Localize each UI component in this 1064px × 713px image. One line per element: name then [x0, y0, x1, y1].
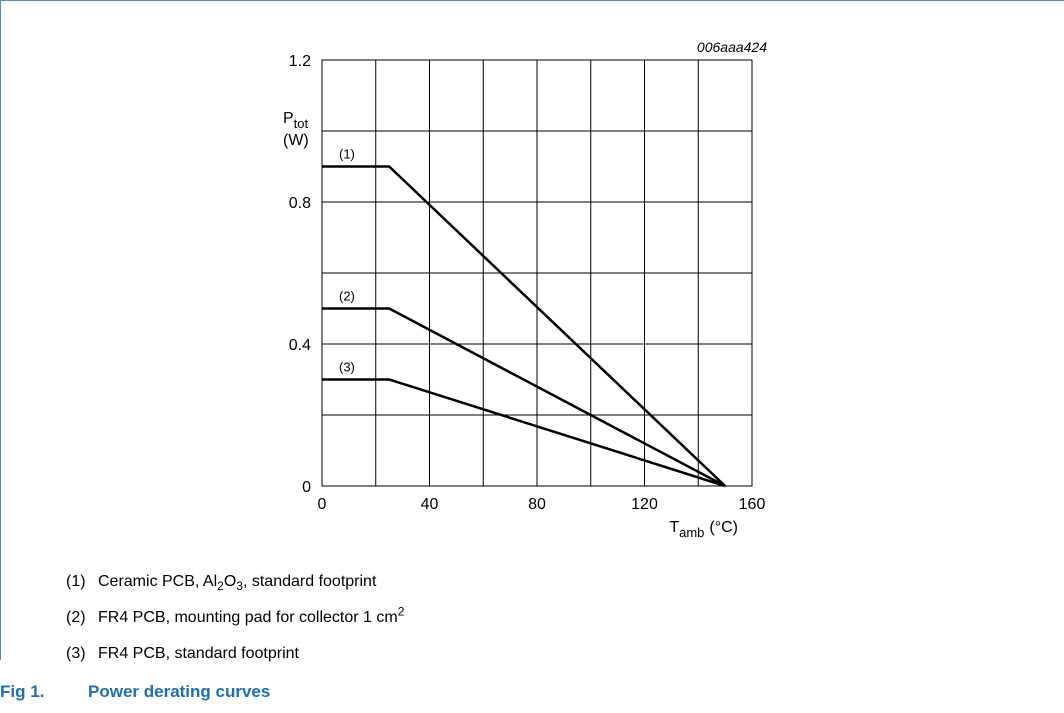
chart-grid [321, 59, 753, 487]
note-text: 3 [236, 579, 243, 594]
x-tick-label: 160 [739, 496, 766, 513]
derating-curve-3 [322, 378, 726, 488]
note-text: 2 [397, 604, 405, 619]
note-text: FR4 PCB, mounting pad for collector 1 cm [98, 609, 398, 626]
y-axis-label: Ptot [283, 110, 309, 131]
y-tick-label: 0.8 [289, 195, 311, 212]
power-derating-chart: (1) (2) (3) 0 40 80 120 160 0 0.4 0.8 1.2 Ptot(W) Tam… [283, 39, 767, 540]
note-item: (2) FR4 PCB, mounting pad for collector 1… [66, 604, 405, 628]
note-number: (1) [66, 573, 86, 590]
chart-curves [322, 165, 726, 488]
figure-id-label: 006aaa424 [697, 39, 767, 55]
y-tick-label: 0 [302, 479, 311, 496]
figure-number: Fig 1. [0, 682, 45, 701]
curve-label-1: (1) [339, 147, 355, 162]
x-tick-label: 80 [528, 496, 546, 513]
note-item: (3) FR4 PCB, standard footprint [66, 644, 299, 664]
note-text: 2 [217, 579, 224, 594]
note-item: (1) Ceramic PCB, Al2O3, standard footprin… [66, 572, 376, 592]
chart-labels: (1) (2) (3) 0 40 80 120 160 0 0.4 0.8 1.2 Ptot(W) Tam… [283, 53, 765, 540]
x-axis-label: Tamb (°C) [669, 519, 738, 540]
derating-curve-1 [322, 165, 726, 487]
y-tick-label: 0.4 [289, 337, 311, 354]
note-text: , standard footprint [242, 573, 377, 590]
curve-label-2: (2) [339, 289, 355, 304]
y-tick-label: 1.2 [289, 53, 311, 70]
note-number: (3) [66, 645, 86, 662]
derating-curve-2 [322, 307, 726, 488]
note-text: FR4 PCB, standard footprint [98, 645, 299, 662]
note-number: (2) [66, 609, 86, 626]
x-tick-label: 40 [421, 496, 439, 513]
frame-left-border [0, 0, 1, 660]
figure-caption: Fig 1. Power derating curves [0, 682, 270, 702]
y-axis-unit: (W) [283, 132, 309, 149]
x-tick-label: 120 [631, 496, 658, 513]
curve-label-3: (3) [339, 360, 355, 375]
x-tick-label: 0 [318, 496, 327, 513]
figure-title: Power derating curves [88, 682, 271, 701]
frame-top-border [0, 0, 1064, 1]
note-text: Ceramic PCB, Al [98, 573, 218, 590]
note-text: O [223, 573, 237, 590]
